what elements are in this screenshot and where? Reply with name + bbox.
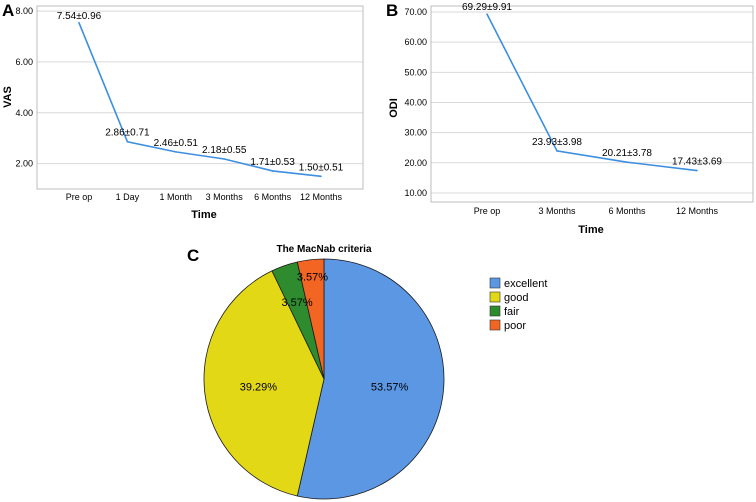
pie-slice-label: 39.29% xyxy=(240,381,278,393)
pie-slice-label: 3.57% xyxy=(297,271,328,283)
y-axis-title-b: ODI xyxy=(388,98,400,118)
y-tick-label: 50.00 xyxy=(404,67,427,77)
data-label: 7.54±0.96 xyxy=(57,11,102,22)
data-point xyxy=(126,140,129,143)
data-point xyxy=(556,150,558,152)
x-tick-label: 1 Month xyxy=(160,192,193,202)
chart-a-vas: A 2.00 4.00 6.00 8.00 7.54±0.96 2.86±0.71 2.4… xyxy=(2,1,364,221)
x-tick-label: 3 Months xyxy=(206,192,244,202)
data-label: 1.71±0.53 xyxy=(250,157,295,168)
x-tick-label: 6 Months xyxy=(254,192,292,202)
data-label: 2.18±0.55 xyxy=(202,145,247,156)
x-tick-label: 6 Months xyxy=(608,206,646,216)
x-tick-label: Pre op xyxy=(66,192,93,202)
y-tick-label: 20.00 xyxy=(404,158,427,168)
legend-swatch-good xyxy=(489,291,501,303)
legend-label: poor xyxy=(504,320,526,332)
x-tick-label: 3 Months xyxy=(538,206,576,216)
x-axis-title-a: Time xyxy=(191,209,216,221)
data-label: 23.93±3.98 xyxy=(532,137,582,148)
series-line xyxy=(78,22,322,178)
y-tick-label: 4.00 xyxy=(15,108,33,118)
legend-swatch-fair xyxy=(489,305,501,317)
y-tick-label: 6.00 xyxy=(15,57,33,67)
y-tick-label: 30.00 xyxy=(404,128,427,138)
x-tick-label: 12 Months xyxy=(676,206,719,216)
x-tick-label: 12 Months xyxy=(300,192,343,202)
data-point xyxy=(626,161,628,163)
legend-label: excellent xyxy=(504,278,547,290)
legend-label: fair xyxy=(504,306,520,318)
pie-slice-label: 3.57% xyxy=(281,297,312,309)
data-point xyxy=(486,13,488,15)
x-tick-label: Pre op xyxy=(474,206,501,216)
data-point xyxy=(78,21,80,24)
data-label: 17.43±3.69 xyxy=(672,157,722,168)
x-axis-title-b: Time xyxy=(578,224,603,236)
data-label: 2.86±0.71 xyxy=(105,128,150,139)
y-tick-label: 70.00 xyxy=(404,7,427,17)
legend-label: good xyxy=(504,292,528,304)
legend-swatch-excellent xyxy=(489,277,501,289)
legend-swatch-poor xyxy=(489,319,501,331)
data-point xyxy=(696,169,698,172)
plot-frame-a xyxy=(36,5,364,190)
panel-letter-b: B xyxy=(386,1,398,20)
data-label: 2.46±0.51 xyxy=(154,138,199,149)
series-line xyxy=(486,13,698,172)
pie-slice-label: 53.57% xyxy=(371,381,409,393)
y-axis-title-a: VAS xyxy=(2,86,14,108)
y-tick-label: 10.00 xyxy=(404,188,427,198)
panel-letter-a: A xyxy=(2,1,14,20)
chart-b-odi: B 10.00 20.00 30.00 40.00 50.00 60.00 70.00 69… xyxy=(386,1,754,236)
y-tick-label: 2.00 xyxy=(15,159,33,169)
data-point xyxy=(271,170,274,172)
pie-slice-good xyxy=(203,270,325,497)
pie-slice-excellent xyxy=(296,258,445,500)
data-point xyxy=(175,151,177,153)
data-point xyxy=(320,175,322,178)
y-tick-label: 8.00 xyxy=(15,6,33,16)
panel-letter-c: C xyxy=(187,246,199,265)
chart-c-macnab: C The MacNab criteria 53.57% 39.29% 3.57% 3… xyxy=(187,244,547,500)
data-label: 69.29±9.91 xyxy=(462,2,512,13)
x-tick-label: 1 Day xyxy=(116,192,140,202)
plot-frame-b xyxy=(430,5,754,203)
y-tick-label: 60.00 xyxy=(404,37,427,47)
pie-slice-poor xyxy=(296,258,325,380)
y-tick-label: 40.00 xyxy=(404,97,427,107)
data-label: 1.50±0.51 xyxy=(299,162,344,173)
pie-title: The MacNab criteria xyxy=(276,244,371,255)
data-point xyxy=(223,158,225,160)
data-label: 20.21±3.78 xyxy=(602,148,652,159)
